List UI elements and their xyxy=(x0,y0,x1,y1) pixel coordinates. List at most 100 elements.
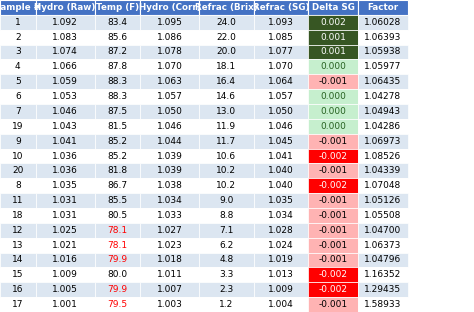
Text: 1.06373: 1.06373 xyxy=(364,241,401,250)
Text: 13: 13 xyxy=(12,241,24,250)
Text: 11: 11 xyxy=(12,196,24,205)
Text: 1.040: 1.040 xyxy=(268,166,294,175)
Text: 1.025: 1.025 xyxy=(52,226,78,235)
Text: 8: 8 xyxy=(15,181,21,190)
Bar xyxy=(0,163,36,178)
Bar xyxy=(254,267,308,282)
Text: 80.0: 80.0 xyxy=(107,271,128,279)
Text: 1.043: 1.043 xyxy=(52,122,78,131)
Bar xyxy=(199,15,254,30)
Bar xyxy=(0,134,36,149)
Bar xyxy=(308,134,358,149)
Bar xyxy=(308,282,358,297)
Bar xyxy=(36,282,95,297)
Text: -0.002: -0.002 xyxy=(319,285,347,294)
Bar xyxy=(95,119,140,134)
Bar xyxy=(199,267,254,282)
Bar xyxy=(254,134,308,149)
Text: 1.009: 1.009 xyxy=(268,285,294,294)
Bar xyxy=(358,253,408,267)
Text: -0.001: -0.001 xyxy=(319,226,347,235)
Text: 1.023: 1.023 xyxy=(156,241,182,250)
Text: 1.070: 1.070 xyxy=(156,62,182,71)
Bar xyxy=(36,193,95,208)
Text: 1.05977: 1.05977 xyxy=(364,62,401,71)
Text: 10.2: 10.2 xyxy=(216,166,237,175)
Bar xyxy=(140,59,199,74)
Bar xyxy=(308,30,358,45)
Bar xyxy=(254,163,308,178)
Bar xyxy=(308,74,358,89)
Bar xyxy=(36,74,95,89)
Bar xyxy=(140,0,199,15)
Bar xyxy=(0,178,36,193)
Bar xyxy=(140,104,199,119)
Text: 18.1: 18.1 xyxy=(216,62,237,71)
Bar xyxy=(254,15,308,30)
Text: 0.001: 0.001 xyxy=(320,33,346,41)
Bar xyxy=(0,149,36,163)
Bar xyxy=(254,104,308,119)
Bar xyxy=(36,59,95,74)
Text: 1.013: 1.013 xyxy=(268,271,294,279)
Text: 1.044: 1.044 xyxy=(156,137,182,146)
Text: 3: 3 xyxy=(15,47,21,56)
Text: -0.001: -0.001 xyxy=(319,77,347,86)
Text: -0.001: -0.001 xyxy=(319,137,347,146)
Bar xyxy=(140,238,199,253)
Text: 1.019: 1.019 xyxy=(268,256,294,265)
Text: 2.3: 2.3 xyxy=(219,285,234,294)
Bar xyxy=(358,208,408,223)
Text: Factor: Factor xyxy=(367,3,398,12)
Bar xyxy=(308,178,358,193)
Bar xyxy=(254,297,308,312)
Bar xyxy=(358,238,408,253)
Bar xyxy=(95,208,140,223)
Text: -0.001: -0.001 xyxy=(319,256,347,265)
Bar xyxy=(36,267,95,282)
Bar xyxy=(140,282,199,297)
Bar xyxy=(199,59,254,74)
Bar xyxy=(0,253,36,267)
Text: 1.086: 1.086 xyxy=(156,33,182,41)
Text: 87.8: 87.8 xyxy=(107,62,128,71)
Bar xyxy=(308,45,358,59)
Bar xyxy=(36,134,95,149)
Bar xyxy=(199,134,254,149)
Text: Delta SG: Delta SG xyxy=(311,3,355,12)
Bar xyxy=(36,89,95,104)
Text: 1.04700: 1.04700 xyxy=(364,226,401,235)
Bar xyxy=(199,89,254,104)
Bar xyxy=(140,223,199,238)
Bar xyxy=(95,282,140,297)
Text: 1.041: 1.041 xyxy=(268,152,294,160)
Bar xyxy=(36,208,95,223)
Bar xyxy=(358,45,408,59)
Bar xyxy=(308,15,358,30)
Text: 1.046: 1.046 xyxy=(268,122,294,131)
Text: 1.004: 1.004 xyxy=(268,300,294,309)
Bar xyxy=(0,89,36,104)
Bar xyxy=(36,297,95,312)
Text: 12: 12 xyxy=(12,226,23,235)
Text: 10: 10 xyxy=(12,152,24,160)
Text: 1.04943: 1.04943 xyxy=(364,107,401,116)
Bar xyxy=(140,163,199,178)
Bar xyxy=(95,45,140,59)
Text: 1.05126: 1.05126 xyxy=(364,196,401,205)
Text: 1.024: 1.024 xyxy=(268,241,294,250)
Bar xyxy=(308,89,358,104)
Text: 1.06028: 1.06028 xyxy=(364,18,401,27)
Text: 1.021: 1.021 xyxy=(52,241,78,250)
Bar xyxy=(0,297,36,312)
Bar xyxy=(254,45,308,59)
Bar xyxy=(308,267,358,282)
Bar xyxy=(308,119,358,134)
Text: 1.016: 1.016 xyxy=(52,256,78,265)
Text: 1.085: 1.085 xyxy=(268,33,294,41)
Bar xyxy=(36,178,95,193)
Text: 6.2: 6.2 xyxy=(219,241,234,250)
Text: 1.038: 1.038 xyxy=(156,181,182,190)
Text: 2: 2 xyxy=(15,33,20,41)
Text: Sample #: Sample # xyxy=(0,3,41,12)
